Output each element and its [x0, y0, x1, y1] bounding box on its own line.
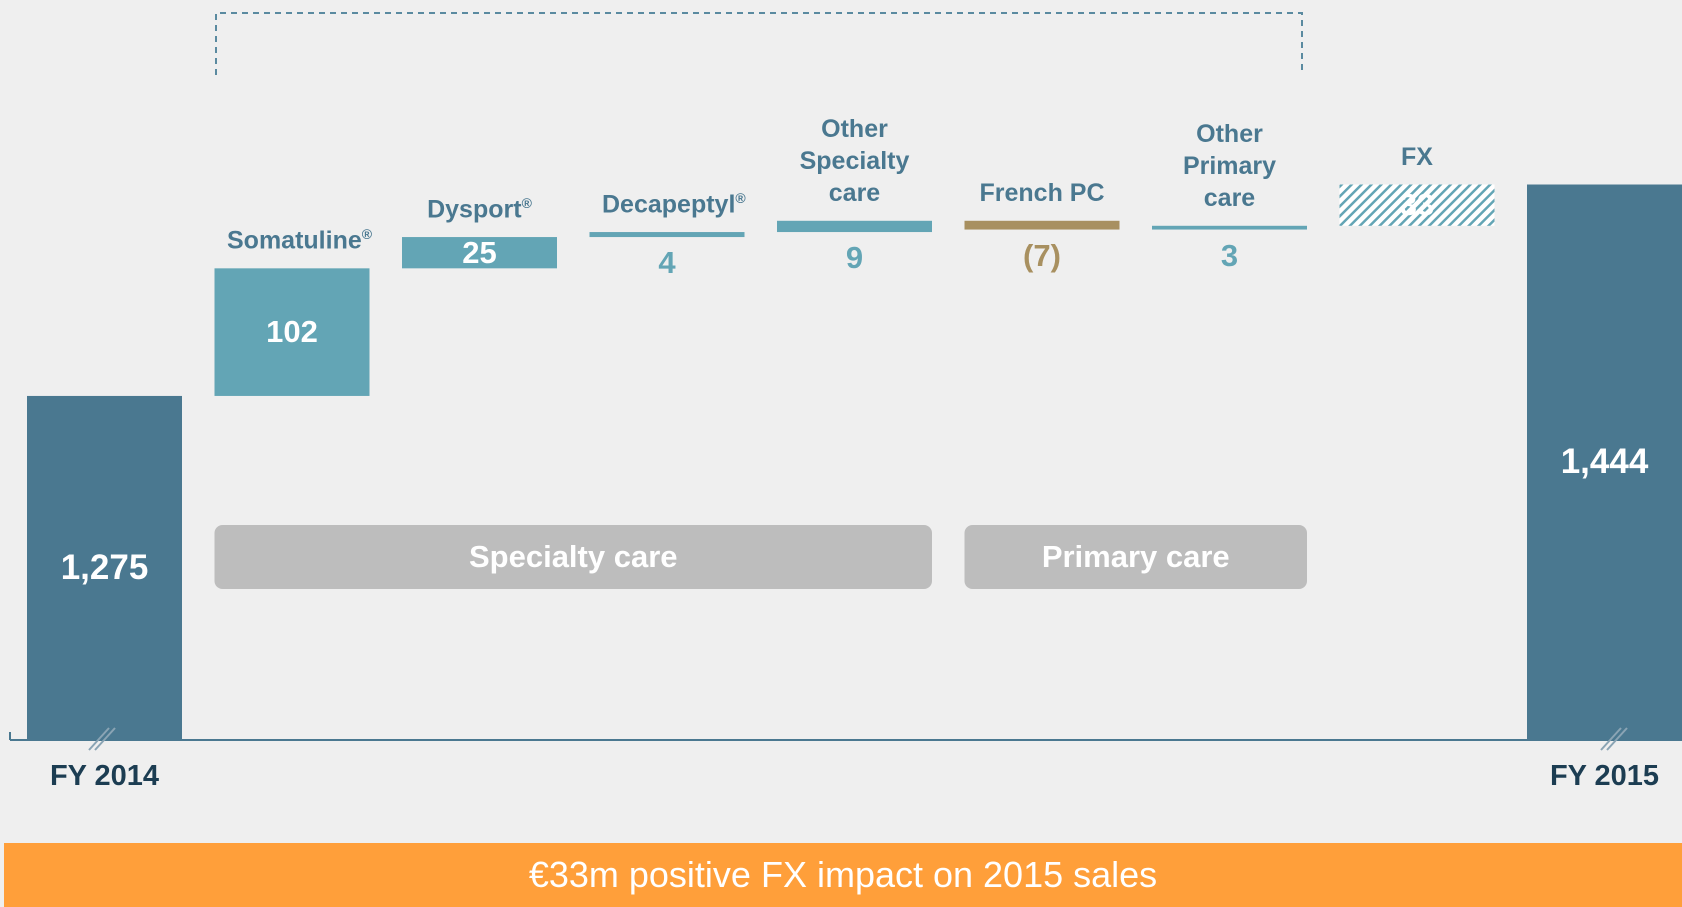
category-label: Decapeptyl® [602, 190, 746, 219]
bar [1339, 184, 1495, 226]
axis-break [1600, 727, 1622, 751]
bar [402, 237, 557, 269]
bar [964, 220, 1120, 230]
value-label: 25 [462, 234, 497, 270]
banner: €33m positive FX impact on 2015 sales [4, 843, 1682, 907]
value-label: 3 [1220, 237, 1239, 273]
value-label: 1,275 [60, 547, 149, 587]
axis-break [1606, 727, 1628, 751]
group-label: Primary care [1041, 539, 1230, 574]
category-label: Dysport® [427, 195, 532, 224]
axis-break [88, 727, 110, 751]
bracket [215, 12, 1303, 75]
bar [777, 220, 932, 233]
bar [214, 268, 370, 396]
category-label: French PC [979, 178, 1105, 207]
value-label: 9 [845, 240, 864, 276]
value-label: 4 [658, 245, 676, 281]
value-label: 1,444 [1560, 442, 1649, 482]
category-label: FY 2015 [1549, 760, 1660, 792]
value-label: 102 [266, 314, 318, 350]
bar [1152, 225, 1307, 230]
bar [1527, 184, 1682, 741]
value-label: 33 [1399, 187, 1435, 223]
axis-break [94, 727, 116, 751]
category-label: FX [1401, 142, 1433, 171]
bar [27, 395, 182, 740]
bar [589, 232, 745, 238]
group-label: Specialty care [468, 539, 678, 574]
category-label: Somatuline® [227, 226, 373, 255]
group-band [214, 525, 932, 589]
category-label: Other Primary care [1182, 119, 1277, 212]
category-label: FY 2014 [49, 760, 160, 792]
value-label: (7) [1023, 237, 1061, 273]
group-band [964, 525, 1307, 589]
category-label: Other Specialty care [799, 114, 910, 207]
